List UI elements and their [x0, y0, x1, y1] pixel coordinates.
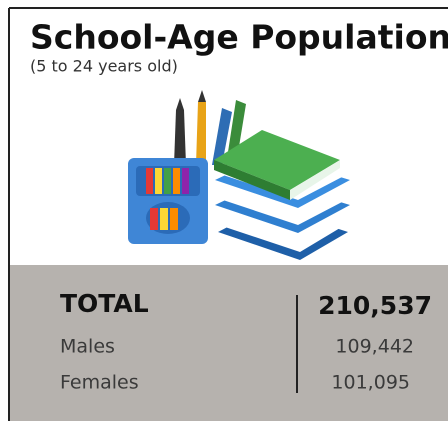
row-label: Females [60, 372, 139, 394]
row-value: 109,442 [335, 336, 414, 358]
row-value: 210,537 [318, 291, 432, 320]
row-value: 101,095 [331, 372, 410, 394]
stats-panel [9, 265, 448, 421]
illustration [128, 90, 350, 260]
row-label: TOTAL [60, 289, 149, 318]
row-label: Males [60, 336, 115, 358]
title: School-Age Population [30, 18, 448, 57]
subtitle: (5 to 24 years old) [30, 57, 178, 76]
